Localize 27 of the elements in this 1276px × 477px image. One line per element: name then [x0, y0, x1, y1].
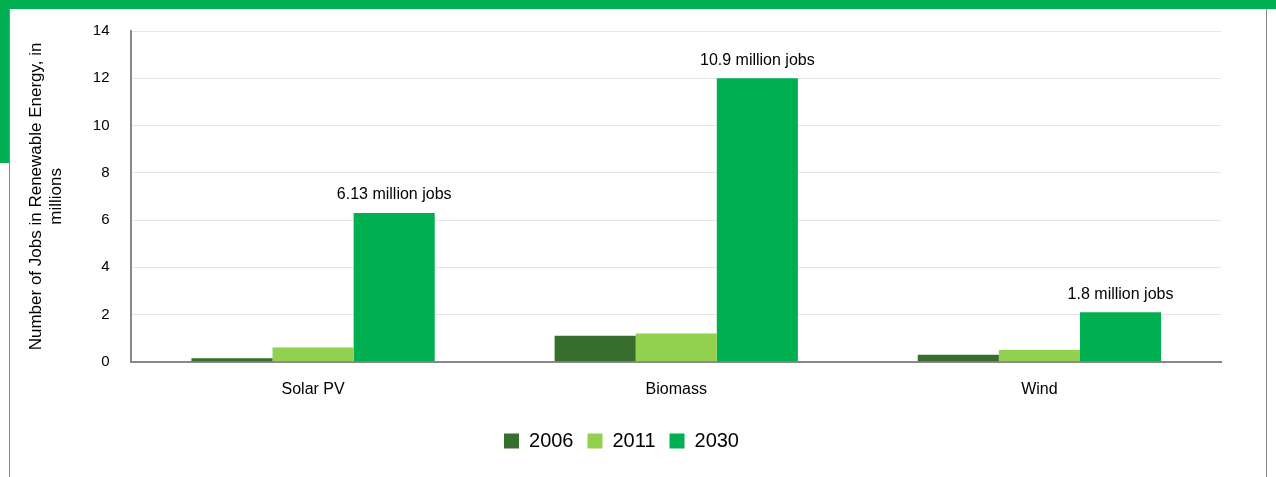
- y-tick-label: 4: [101, 257, 110, 275]
- x-tick-label: Biomass: [645, 379, 707, 397]
- annotation: 6.13 million jobs: [336, 185, 452, 203]
- x-tick-label: Solar PV: [281, 379, 345, 397]
- y-tick-label: 2: [101, 304, 110, 322]
- annotation: 1.8 million jobs: [1067, 284, 1174, 302]
- bar: [716, 78, 798, 362]
- y-axis-title: Number of Jobs in Renewable Energy, in millions: [25, 42, 66, 351]
- y-tick-label: 12: [92, 68, 110, 86]
- bar: [191, 358, 273, 362]
- annotation: 10.9 million jobs: [699, 50, 815, 68]
- bar: [353, 212, 435, 362]
- bar: [635, 333, 717, 362]
- legend-label: 2030: [694, 428, 739, 451]
- y-tick-label: 14: [92, 21, 110, 39]
- y-tick-label: 6: [101, 210, 110, 228]
- y-tick-label: 0: [101, 351, 110, 369]
- x-tick-label: Wind: [1021, 379, 1058, 397]
- bar: [917, 354, 999, 362]
- bar: [554, 335, 636, 362]
- bar: [998, 349, 1080, 362]
- bar: [272, 347, 354, 362]
- legend-label: 2006: [529, 428, 574, 451]
- y-tick-label: 8: [101, 162, 110, 180]
- bar: [1079, 312, 1162, 362]
- legend-label: 2011: [612, 428, 656, 451]
- y-tick-label: 10: [92, 115, 110, 133]
